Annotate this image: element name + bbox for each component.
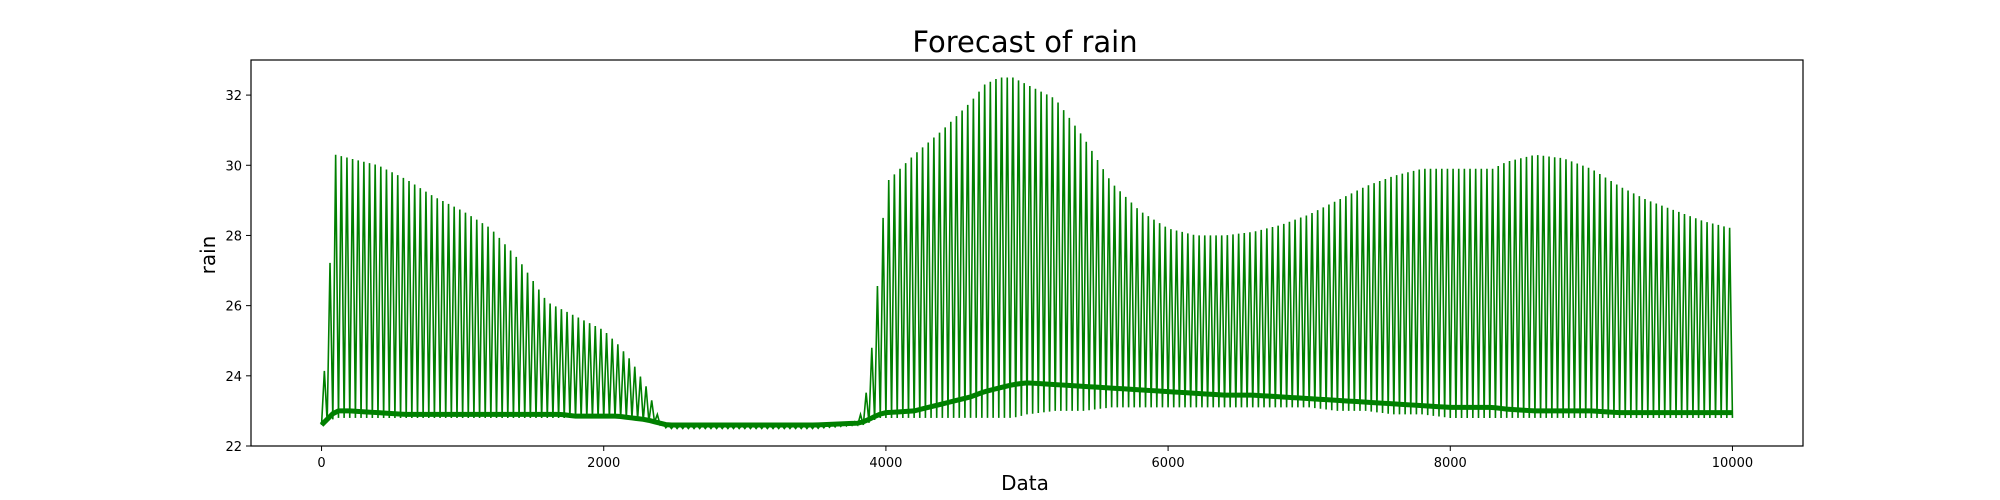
- plot-area: [319, 77, 1734, 430]
- x-tick-label: 2000: [587, 456, 620, 471]
- x-tick-label: 6000: [1152, 456, 1185, 471]
- x-tick-label: 8000: [1434, 456, 1467, 471]
- y-tick-label: 30: [225, 159, 242, 174]
- y-tick-label: 22: [225, 440, 242, 455]
- axes: 0 2000 4000 6000 8000 10000 22 24 26 28 30 32: [225, 59, 1804, 471]
- y-tick-label: 26: [225, 300, 242, 315]
- x-axis-label: Data: [1001, 471, 1049, 495]
- y-axis-label: rain: [196, 236, 220, 275]
- y-tick-label: 32: [225, 89, 242, 104]
- x-tick-label: 4000: [869, 456, 902, 471]
- series-line-0: [320, 77, 1734, 430]
- y-tick-label: 28: [225, 229, 242, 244]
- series-dense-band-0: [319, 380, 1733, 428]
- chart-title: Forecast of rain: [912, 25, 1137, 59]
- x-tick-label: 10000: [1712, 456, 1753, 471]
- y-tick-label: 24: [225, 370, 242, 385]
- x-tick-label: 0: [317, 456, 325, 471]
- plot-frame: [250, 59, 1804, 447]
